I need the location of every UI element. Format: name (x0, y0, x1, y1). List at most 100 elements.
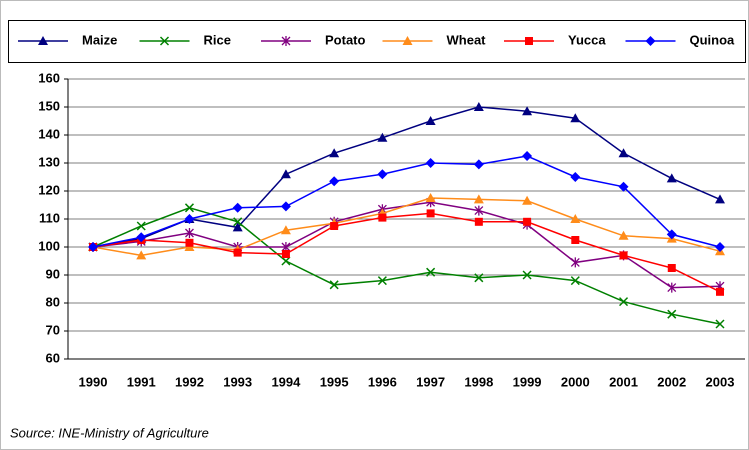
data-point (184, 203, 194, 213)
x-tick-label: 1996 (368, 374, 397, 389)
data-point (474, 205, 484, 216)
x-tick-label: 1991 (127, 374, 156, 389)
data-point (185, 228, 194, 238)
legend-marker (281, 36, 291, 46)
x-tick-label: 1992 (175, 374, 204, 389)
y-tick-label: 90 (46, 266, 60, 281)
x-tick-label: 1994 (271, 374, 301, 389)
x-tick-label: 2002 (657, 374, 686, 389)
series-line (92, 212, 721, 293)
data-point (136, 232, 147, 243)
data-point (377, 276, 387, 286)
data-point (425, 116, 436, 125)
data-point (425, 158, 436, 168)
data-point (426, 209, 435, 218)
data-point (184, 214, 195, 224)
data-point (329, 176, 340, 187)
data-point (619, 297, 629, 307)
series-line (92, 207, 721, 325)
data-point (88, 242, 98, 252)
legend-label: Rice (204, 32, 231, 47)
legend-marker (402, 36, 413, 45)
y-tick-label: 60 (46, 350, 60, 365)
data-point (667, 282, 677, 293)
data-point (280, 201, 291, 212)
x-tick-label: 1997 (416, 374, 445, 389)
data-point (571, 236, 580, 244)
data-point (522, 151, 533, 161)
data-point (570, 113, 581, 123)
data-point (619, 251, 628, 260)
data-point (618, 148, 629, 158)
x-tick-label: 1999 (513, 374, 542, 389)
data-point (570, 257, 580, 268)
y-tick-label: 100 (38, 238, 60, 253)
y-tick-label: 70 (46, 322, 60, 337)
data-point (715, 194, 725, 204)
y-tick-label: 120 (38, 182, 60, 197)
x-tick-label: 2003 (706, 374, 735, 389)
data-point (522, 106, 533, 116)
data-point (233, 217, 243, 227)
y-tick-label: 160 (38, 70, 60, 85)
data-point (523, 217, 532, 226)
data-point (425, 193, 436, 202)
data-point (618, 230, 629, 240)
data-point (473, 102, 484, 111)
data-point (329, 148, 340, 158)
x-tick-label: 1993 (223, 374, 252, 389)
data-point (377, 169, 388, 180)
data-point (716, 287, 724, 296)
data-point (666, 229, 677, 240)
source: Source: INE-Ministry of Agriculture (10, 425, 209, 440)
legend-marker (159, 36, 170, 46)
data-point (426, 267, 436, 277)
data-point (378, 213, 387, 222)
series-line (92, 106, 721, 248)
y-tick-label: 80 (46, 294, 60, 309)
data-point (280, 169, 291, 179)
x-tick-label: 1995 (320, 374, 349, 389)
data-point (570, 276, 580, 286)
y-tick-label: 140 (38, 126, 60, 141)
data-point (280, 225, 291, 235)
x-tick-label: 1998 (464, 374, 493, 389)
data-point (474, 273, 484, 283)
series-line (92, 155, 721, 248)
data-point (233, 248, 242, 257)
data-point (666, 173, 677, 183)
data-point (377, 132, 388, 142)
legend-marker (645, 36, 656, 46)
legend-label: Quinoa (690, 32, 736, 47)
data-point (232, 222, 243, 232)
data-point (329, 280, 339, 290)
legend-marker (525, 37, 533, 45)
data-point (136, 250, 147, 260)
data-point (522, 270, 532, 280)
legend-marker (38, 36, 48, 45)
data-point (522, 195, 533, 205)
data-point (473, 194, 484, 204)
y-tick-label: 110 (39, 210, 60, 225)
data-point (281, 250, 290, 258)
data-point (570, 214, 581, 223)
data-point (281, 256, 291, 266)
y-tick-label: 150 (38, 98, 60, 113)
data-point (330, 222, 339, 230)
x-tick-label: 1990 (79, 374, 108, 389)
legend-box (8, 20, 746, 63)
series-line (92, 197, 721, 257)
data-point (715, 242, 725, 252)
data-point (618, 181, 629, 192)
data-point (715, 319, 725, 329)
data-point (667, 309, 677, 319)
legend-label: Potato (325, 32, 366, 47)
data-point (570, 172, 581, 182)
x-tick-label: 2001 (609, 374, 638, 389)
data-point (667, 264, 676, 272)
legend-label: Yucca (568, 32, 606, 47)
x-tick-label: 2000 (561, 374, 590, 389)
y-tick-label: 130 (38, 154, 60, 169)
